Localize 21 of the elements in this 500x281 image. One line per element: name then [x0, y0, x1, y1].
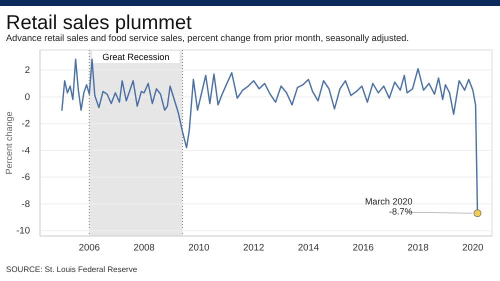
x-tick-label: 2014 — [298, 242, 320, 254]
y-axis-title: Percent change — [4, 111, 14, 175]
source-note: SOURCE: St. Louis Federal Reserve — [6, 265, 138, 274]
y-tick-label: 0 — [24, 92, 30, 103]
y-tick-label: -6 — [22, 172, 30, 184]
annotation: March 2020 -8.7% — [364, 196, 412, 216]
x-tick-label: 2010 — [188, 242, 210, 254]
band-label: Great Recession — [102, 52, 170, 62]
x-tick-label: 2016 — [352, 242, 374, 254]
y-tick-label: -4 — [22, 145, 30, 156]
x-tick-label: 2020 — [462, 242, 484, 254]
y-tick-label: -10 — [16, 226, 30, 237]
x-tick-label: 2012 — [243, 242, 264, 254]
x-tick-label: 2006 — [78, 242, 100, 254]
y-tick-label: -2 — [22, 118, 30, 130]
chart-subtitle: Advance retail sales and food service sales, percent change from prior month, seasonally adjusted. — [6, 33, 409, 43]
y-tick-label: -8 — [22, 198, 30, 210]
x-tick-label: 2008 — [134, 242, 155, 254]
chart-title: Retail sales plummet — [6, 12, 192, 34]
y-tick-label: 2 — [24, 65, 30, 76]
x-tick-label: 2018 — [407, 242, 429, 254]
